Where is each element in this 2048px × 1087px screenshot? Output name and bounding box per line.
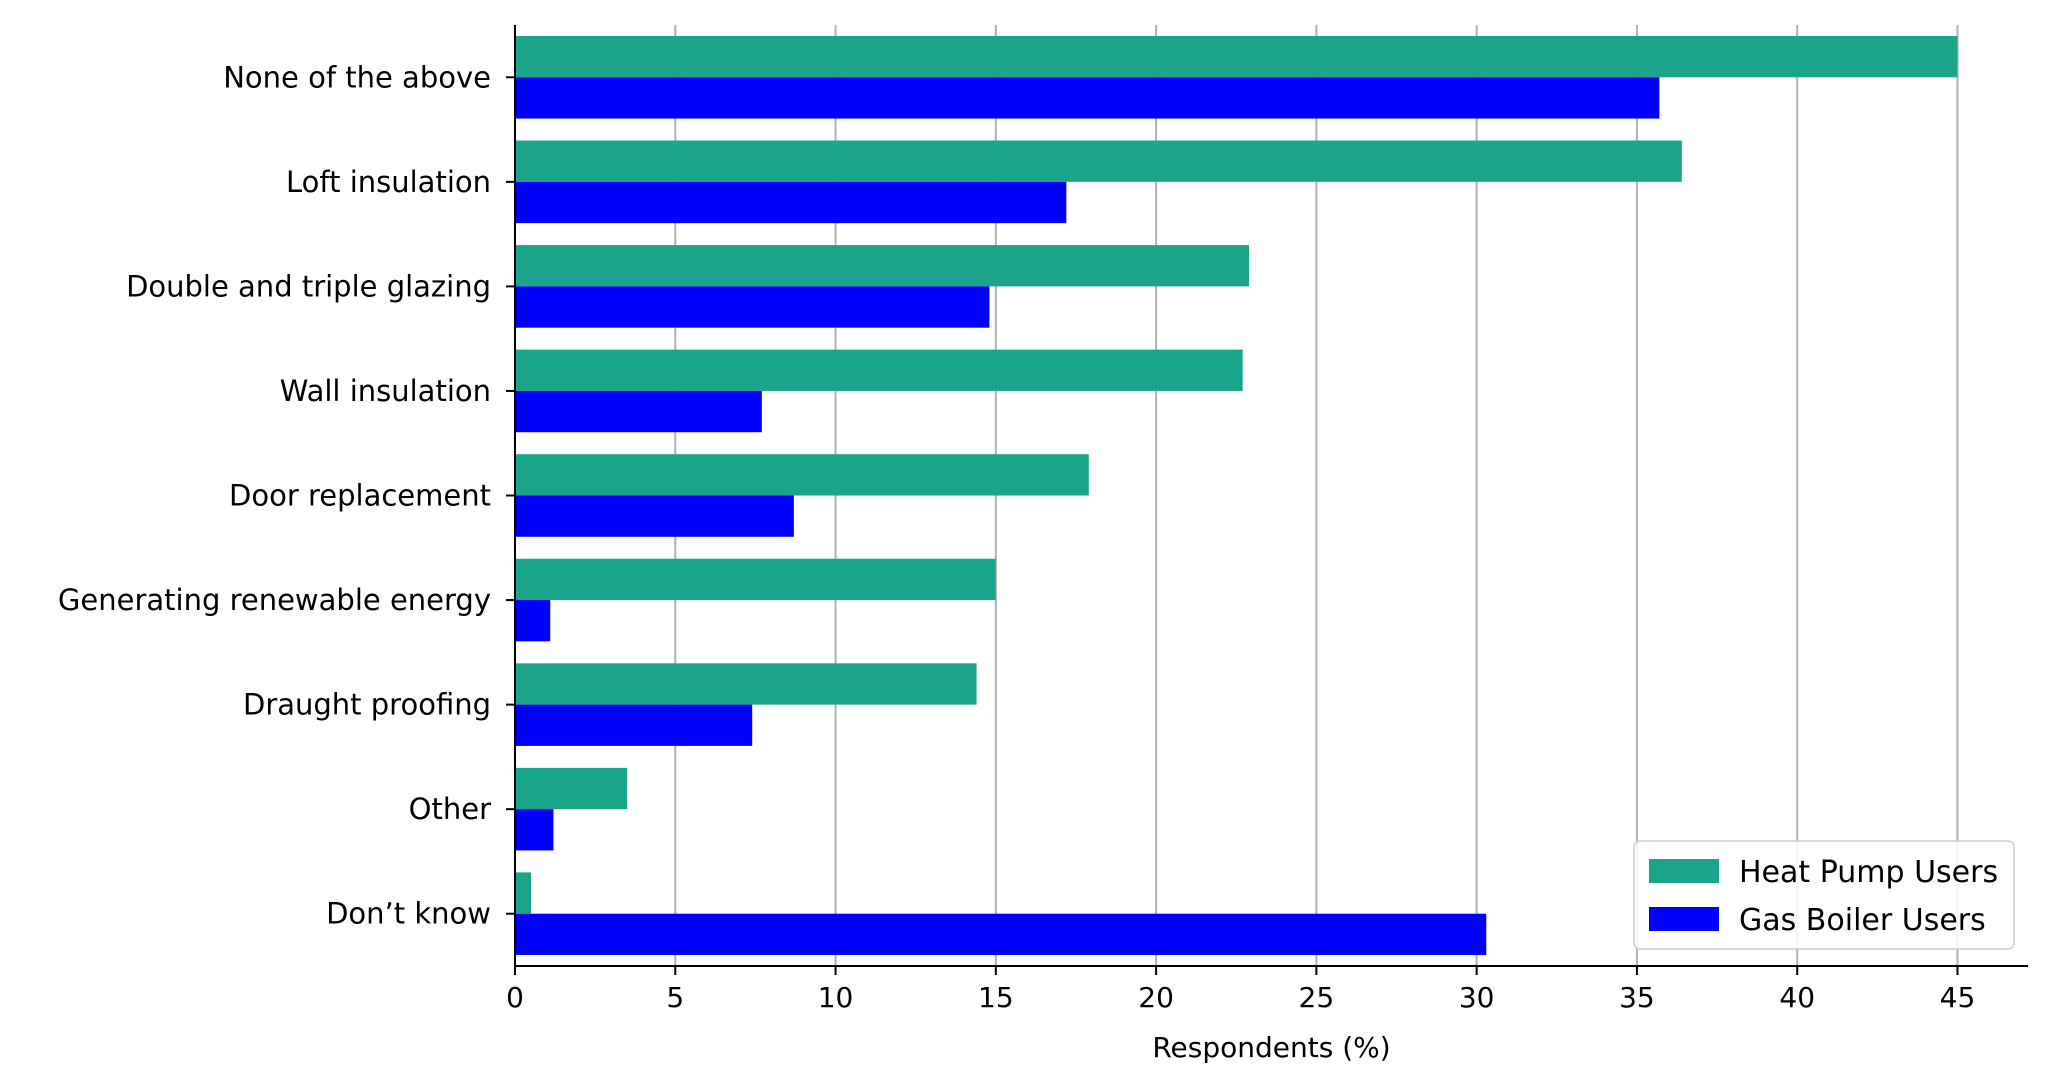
category-labels: None of the above Loft insulation Double a… <box>58 60 515 931</box>
bar-heat-pump <box>515 454 1089 496</box>
category-label: Wall insulation <box>280 374 491 408</box>
x-tick-label: 40 <box>1779 981 1815 1014</box>
category-label: Loft insulation <box>286 165 491 199</box>
x-tick-label: 10 <box>818 981 854 1014</box>
x-tick-label: 5 <box>666 981 684 1014</box>
legend-label: Heat Pump Users <box>1739 855 1998 890</box>
bar-gas-boiler <box>515 600 551 642</box>
x-tick-label: 35 <box>1619 981 1655 1014</box>
bar-heat-pump <box>515 872 532 914</box>
bar-gas-boiler <box>515 809 554 851</box>
bar-heat-pump <box>515 349 1243 391</box>
x-tick-label: 25 <box>1299 981 1335 1014</box>
legend-label: Gas Boiler Users <box>1739 903 1986 938</box>
legend: Heat Pump Users Gas Boiler Users <box>1633 840 2015 950</box>
bar-heat-pump <box>515 35 1958 78</box>
x-tick-label: 15 <box>978 981 1014 1014</box>
category-label: Other <box>409 792 491 826</box>
bar-heat-pump <box>515 558 996 601</box>
x-tick-label: 0 <box>506 981 524 1014</box>
bar-gas-boiler <box>515 77 1660 119</box>
bars <box>515 35 1958 956</box>
bar-gas-boiler <box>515 286 990 328</box>
x-tick-label: 45 <box>1940 981 1976 1014</box>
x-tick-label: 20 <box>1138 981 1174 1014</box>
bar-heat-pump <box>515 663 977 705</box>
category-label: Double and triple glazing <box>126 269 491 303</box>
category-label: Door replacement <box>229 479 491 513</box>
category-label: Don’t know <box>326 897 491 931</box>
x-ticks: 0 5 10 15 20 25 30 35 40 45 <box>506 966 1975 1014</box>
x-tick-label: 30 <box>1459 981 1495 1014</box>
bar-gas-boiler <box>515 181 1067 224</box>
legend-box <box>1633 840 2015 950</box>
bar-heat-pump <box>515 245 1250 287</box>
category-label: Generating renewable energy <box>58 583 491 617</box>
bar-heat-pump <box>515 140 1682 182</box>
category-label: Draught proofing <box>243 688 491 722</box>
bar-gas-boiler <box>515 495 794 537</box>
legend-swatch <box>1649 859 1719 883</box>
x-axis-title: Respondents (%) <box>1152 1031 1390 1064</box>
bar-gas-boiler <box>515 704 753 746</box>
category-label: None of the above <box>223 60 491 94</box>
legend-swatch <box>1649 907 1719 931</box>
bar-heat-pump <box>515 767 628 810</box>
bar-gas-boiler <box>515 390 762 433</box>
bar-gas-boiler <box>515 913 1487 956</box>
